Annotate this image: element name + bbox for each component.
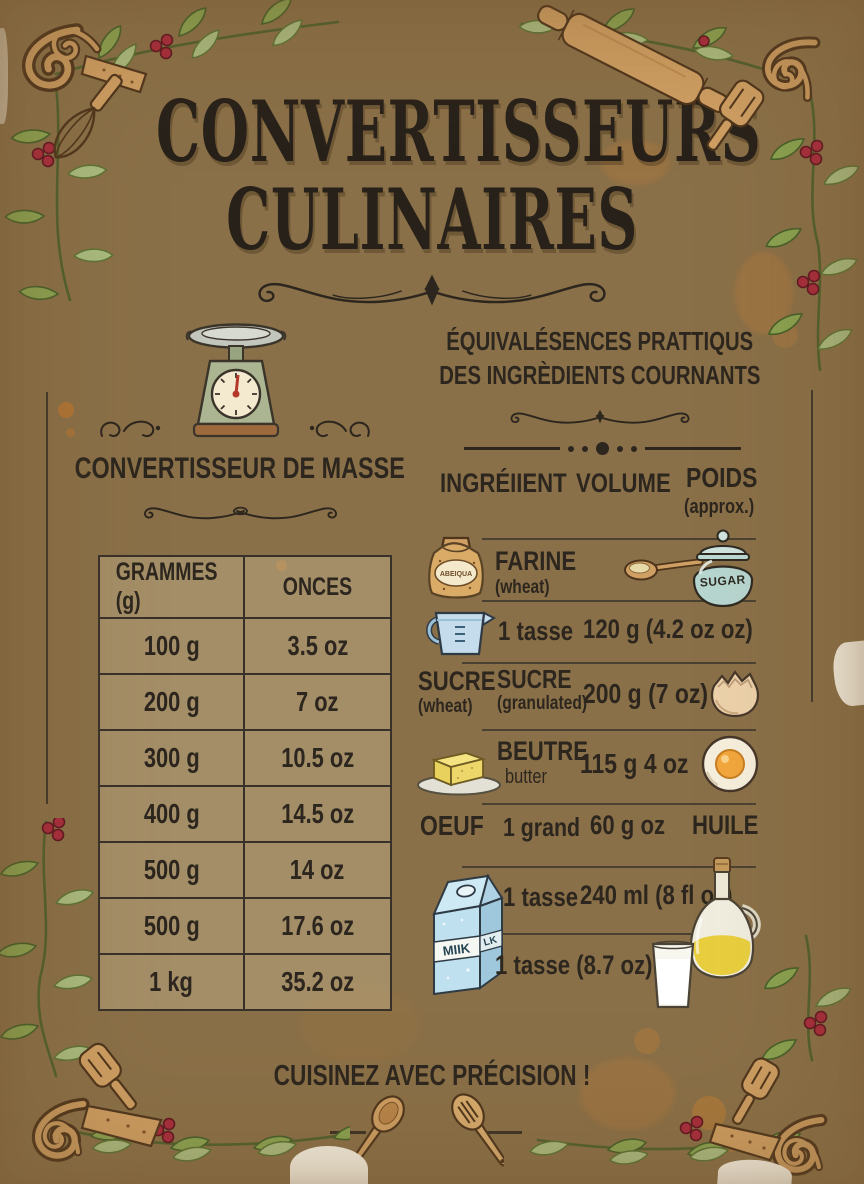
spoon-icon <box>624 558 704 581</box>
footer-tagline: CUISINEZ AVEC PRÉCISION ! <box>273 1060 591 1092</box>
curl-ornament-right <box>309 420 370 437</box>
col-header-weight: POIDS <box>686 462 758 493</box>
row-butter-weight: 115 g 4 oz <box>580 748 689 779</box>
ingredient-flour-name: FARINE <box>495 546 577 576</box>
row-egg-weight: 60 g oz <box>590 810 666 840</box>
row-cup-weight: 120 g (4.2 oz oz) <box>583 614 753 644</box>
whisk-icon <box>53 73 123 159</box>
mass-converter-heading: CONVERTISSEUR DE MASSE <box>74 452 406 485</box>
svg-text:ABEIQUA: ABEIQUA <box>440 571 472 578</box>
dotted-divider <box>444 442 760 455</box>
row-egg-volume: 1 grand <box>503 812 581 842</box>
mass-cell-grams: 400 g <box>100 785 245 841</box>
row-sugar-weight: 200 g (7 oz) <box>583 678 709 709</box>
row-milk-volume: 1 tasse <box>503 882 579 912</box>
row-egg-right-label: HUILE <box>692 810 759 840</box>
mass-cell-ounces: 14 oz <box>245 841 390 897</box>
equivalences-divider-flourish <box>510 409 690 424</box>
spatula-icon <box>706 79 765 151</box>
stain <box>58 402 74 418</box>
row-sugar-left-label: SUCRE <box>418 666 496 696</box>
mass-divider-flourish <box>144 506 337 520</box>
spatula-icon <box>731 1057 780 1125</box>
rolling-pin-icon <box>537 4 729 114</box>
title-divider-flourish <box>258 274 606 306</box>
mass-cell-ounces: 17.6 oz <box>245 897 390 953</box>
mass-cell-grams: 500 g <box>100 897 245 953</box>
col-header-volume: VOLUME <box>576 468 671 498</box>
mass-col-header-ounces: ONCES <box>282 572 353 601</box>
mass-cell-grams: 1 kg <box>100 953 245 1009</box>
row-butter-name: BEUTRE <box>497 736 589 766</box>
butter-dish-icon <box>417 752 501 796</box>
bottom-left-corner-decoration <box>0 818 350 1166</box>
row-divider <box>482 803 756 805</box>
mass-cell-grams: 100 g <box>100 617 245 673</box>
row-divider <box>482 729 756 731</box>
top-left-corner-decoration <box>4 0 340 309</box>
mass-cell-ounces: 10.5 oz <box>245 729 390 785</box>
milk-carton-icon: MIIK LK <box>432 873 504 996</box>
flour-sack-icon: ABEIQUA <box>428 536 484 599</box>
row-sugar-name: SUCRE <box>497 664 572 694</box>
row-milk2-volume: 1 tasse (8.7 oz) <box>495 950 653 980</box>
measuring-cup-icon <box>426 611 497 656</box>
curl-ornament-left <box>100 420 161 437</box>
mass-cell-ounces: 35.2 oz <box>245 953 390 1009</box>
left-edge-stem <box>46 392 48 804</box>
row-sugar-left-sub: (wheat) <box>418 696 473 717</box>
row-divider <box>482 600 756 602</box>
mass-cell-ounces: 14.5 oz <box>245 785 390 841</box>
oil-bottle-icon <box>690 857 761 979</box>
stain <box>66 428 75 437</box>
row-egg-left-label: OEUF <box>420 810 484 841</box>
ingredient-flour-sub: (wheat) <box>495 577 550 598</box>
top-right-corner-decoration <box>518 4 861 372</box>
kitchen-scale-illustration <box>185 323 287 438</box>
crossed-spoons-icon <box>352 1093 504 1169</box>
mass-cell-grams: 200 g <box>100 673 245 729</box>
col-header-weight-sub: (approx.) <box>684 496 755 518</box>
svg-text:SUGAR: SUGAR <box>699 572 746 589</box>
mass-conversion-table: GRAMMES (g) ONCES 100 g 3.5 oz 200 g 7 o… <box>98 555 392 1011</box>
poster-title-line2: CULINAIRES <box>226 170 638 269</box>
mass-cell-grams: 300 g <box>100 729 245 785</box>
row-cup-volume: 1 tasse <box>498 616 574 646</box>
spatula-icon <box>78 1042 137 1111</box>
torn-paper-patch <box>830 640 864 708</box>
mass-cell-ounces: 7 oz <box>245 673 390 729</box>
equivalences-heading-line2: DES INGRÈDIENTS COURNANTS <box>439 360 761 390</box>
row-divider <box>462 662 756 664</box>
row-divider <box>482 933 756 935</box>
row-butter-sub: butter <box>505 766 547 788</box>
bottom-right-corner-decoration <box>529 934 853 1184</box>
svg-text:MIIK: MIIK <box>442 940 472 958</box>
poster-title-line1: CONVERTISSEURS <box>155 82 762 181</box>
footer-dash-right <box>486 1131 522 1134</box>
row-divider <box>482 538 756 540</box>
mass-cell-grams: 500 g <box>100 841 245 897</box>
mass-col-header-grams: GRAMMES (g) <box>100 557 245 617</box>
milk-glass-icon <box>651 940 695 1009</box>
egg-yolk-icon <box>701 735 759 793</box>
mass-cell-ounces: 3.5 oz <box>245 617 390 673</box>
row-divider <box>462 866 756 868</box>
svg-text:LK: LK <box>482 934 498 948</box>
equivalences-heading-line1: ÉQUIVALÉSENCES PRATTIQUS <box>446 326 754 356</box>
sugar-jar-icon: SUGAR <box>692 529 754 608</box>
cracked-egg-icon <box>710 670 760 718</box>
col-header-ingredient: INGRÉIIENT <box>440 468 567 498</box>
right-edge-stem <box>811 390 813 702</box>
row-sugar-sub: (granulated) <box>497 693 588 714</box>
